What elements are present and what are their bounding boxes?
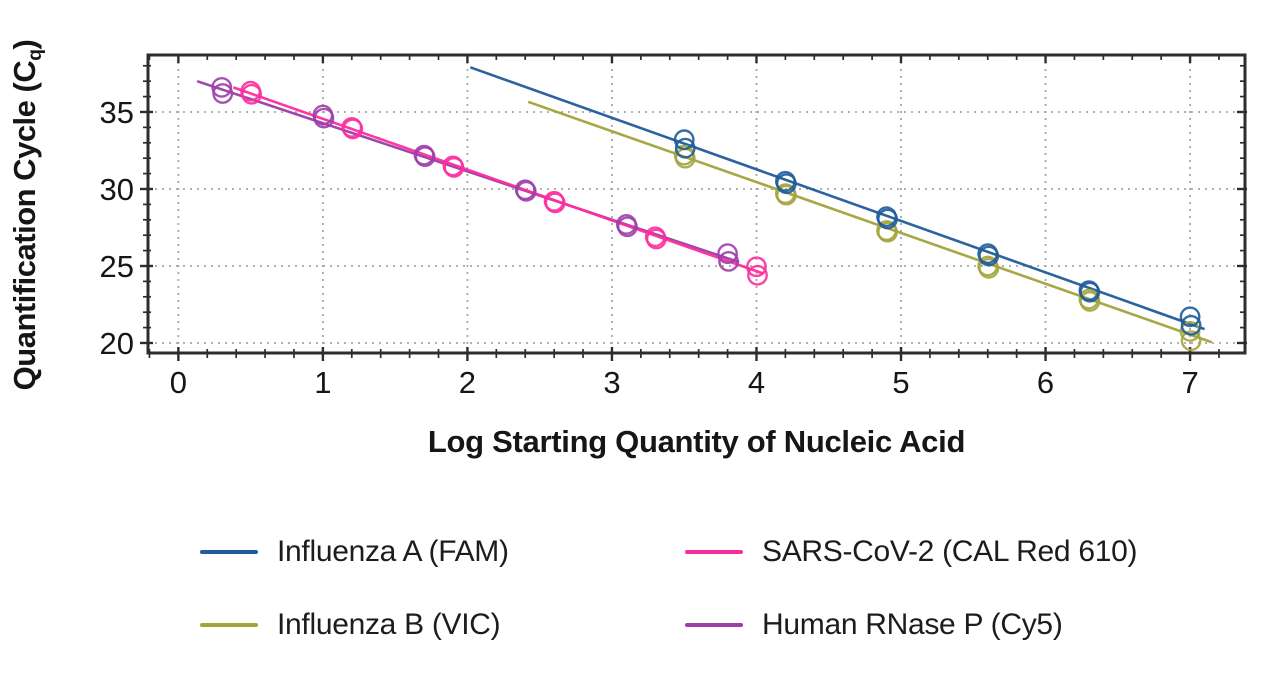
x-tick-label: 2 xyxy=(459,365,476,400)
data-point-marker xyxy=(978,257,1000,279)
data-point-marker xyxy=(212,83,234,104)
legend-swatch xyxy=(200,623,258,627)
x-tick-label: 6 xyxy=(1037,365,1054,400)
data-point-marker xyxy=(241,83,263,105)
x-tick-label: 0 xyxy=(170,365,187,400)
trend-line-1 xyxy=(469,66,1205,331)
data-point-marker xyxy=(746,256,767,278)
x-tick-label: 4 xyxy=(748,365,765,400)
legend-item: Influenza A (FAM) xyxy=(200,533,509,571)
data-point-marker xyxy=(1079,291,1101,312)
trend-line-2 xyxy=(527,100,1213,344)
legend-swatch xyxy=(685,623,743,627)
data-point-marker xyxy=(877,208,898,230)
data-point-marker xyxy=(313,107,335,129)
legend-label: SARS-CoV-2 (CAL Red 610) xyxy=(762,535,1138,568)
data-point-marker xyxy=(717,243,738,265)
data-point-marker xyxy=(342,118,364,140)
y-tick-label: 25 xyxy=(100,249,134,284)
data-point-marker xyxy=(1179,306,1201,328)
legend-label: Influenza A (FAM) xyxy=(277,535,509,568)
data-point-marker xyxy=(747,264,768,286)
x-tick-label: 5 xyxy=(892,365,909,400)
data-point-marker xyxy=(645,228,667,250)
data-point-marker xyxy=(877,221,898,243)
data-point-marker xyxy=(673,129,695,151)
data-point-marker xyxy=(443,157,465,178)
data-point-marker xyxy=(617,216,638,238)
trend-line-4 xyxy=(196,79,740,264)
legend-label: Human RNase P (Cy5) xyxy=(762,608,1063,641)
y-tick-label: 35 xyxy=(100,95,134,130)
data-point-marker xyxy=(544,192,566,214)
data-point-marker xyxy=(775,184,797,206)
x-tick-label: 7 xyxy=(1181,365,1198,400)
plot-frame xyxy=(146,53,1247,355)
legend-swatch xyxy=(685,550,743,554)
data-point-marker xyxy=(1180,314,1202,336)
data-point-marker xyxy=(775,173,797,194)
legend-swatch xyxy=(200,550,258,554)
data-point-marker xyxy=(515,180,537,202)
data-point-marker xyxy=(978,245,1000,267)
chart-svg: 0 1 2 3 4 5 6 7 20 25 30 35 xyxy=(100,53,1247,400)
legend-item: SARS-CoV-2 (CAL Red 610) xyxy=(685,533,1137,571)
y-tick-label: 30 xyxy=(100,172,134,207)
data-point-marker xyxy=(718,250,739,272)
data-point-marker xyxy=(414,146,436,168)
data-point-marker xyxy=(1180,330,1202,352)
x-axis-title: Log Starting Quantity of Nucleic Acid xyxy=(427,424,966,459)
data-point-marker xyxy=(674,137,696,159)
legend-label: Influenza B (VIC) xyxy=(277,608,501,641)
data-point-marker xyxy=(1079,281,1101,303)
trend-line-3 xyxy=(232,86,765,275)
x-tick-label: 3 xyxy=(603,365,620,400)
x-tick-label: 1 xyxy=(314,365,331,400)
legend-item: Human RNase P (Cy5) xyxy=(685,606,1063,644)
y-tick-label: 20 xyxy=(100,326,134,361)
legend-item: Influenza B (VIC) xyxy=(200,606,501,644)
